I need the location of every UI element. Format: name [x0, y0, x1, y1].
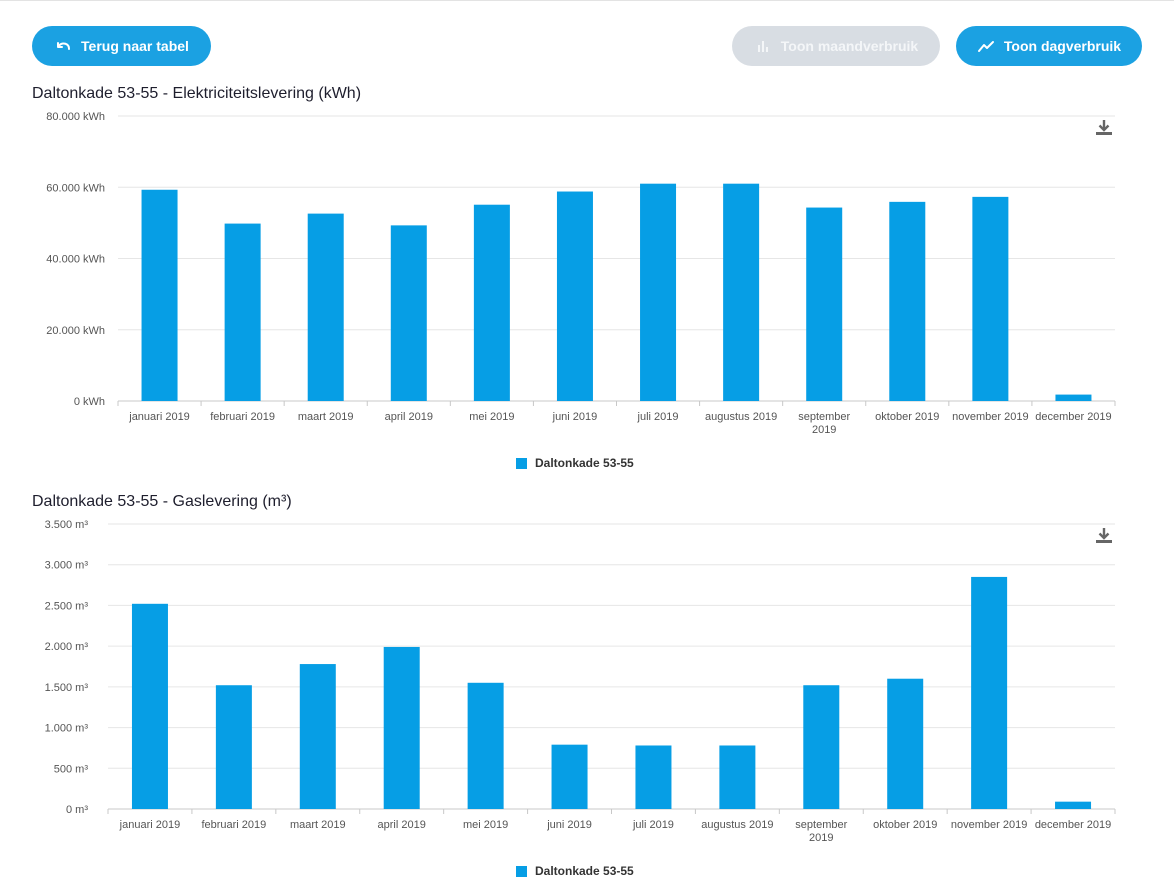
electricity-x-tick-label: maart 2019: [298, 411, 354, 423]
electricity-bar[interactable]: [1055, 394, 1092, 401]
electricity-bar[interactable]: [556, 191, 593, 401]
gas-x-tick-label: september 2019: [795, 819, 847, 844]
gas-bar[interactable]: [1055, 801, 1092, 809]
electricity-bar[interactable]: [889, 201, 926, 401]
top-divider: [0, 0, 1174, 1]
gas-legend-label: Daltonkade 53-55: [535, 864, 634, 878]
electricity-bar-chart: 0 kWh 20.000 kWh 40.000 kWh 60.000 kWh 80.00…: [46, 111, 1116, 436]
show-monthly-button[interactable]: Toon maandverbruik: [732, 26, 940, 66]
electricity-y-tick-label: 20.000 kWh: [46, 325, 105, 337]
gas-bar[interactable]: [131, 603, 168, 809]
gas-bar[interactable]: [215, 685, 252, 809]
gas-x-tick-label: april 2019: [378, 819, 426, 831]
electricity-x-tick-label: januari 2019: [128, 411, 190, 423]
electricity-x-tick-label: april 2019: [385, 411, 433, 423]
electricity-y-tick-label: 80.000 kWh: [46, 111, 105, 123]
show-monthly-label: Toon maandverbruik: [780, 38, 919, 54]
show-daily-label: Toon dagverbruik: [1003, 38, 1122, 54]
electricity-x-tick-label: november 2019: [952, 411, 1028, 423]
electricity-legend-label: Daltonkade 53-55: [535, 456, 634, 470]
show-daily-button[interactable]: Toon dagverbruik: [956, 26, 1142, 66]
gas-x-tick-label: januari 2019: [119, 819, 181, 831]
gas-y-tick-label: 2.500 m³: [45, 600, 89, 612]
electricity-bar[interactable]: [473, 204, 510, 401]
electricity-x-tick-label: mei 2019: [469, 411, 514, 423]
gas-x-tick-label: juli 2019: [632, 819, 674, 831]
electricity-bar[interactable]: [390, 225, 427, 401]
electricity-bar[interactable]: [723, 183, 760, 401]
electricity-bar[interactable]: [640, 183, 677, 401]
gas-y-tick-label: 1.000 m³: [45, 723, 89, 735]
electricity-bar[interactable]: [224, 223, 261, 401]
gas-y-tick-label: 0 m³: [66, 804, 88, 816]
gas-y-tick-label: 500 m³: [54, 763, 89, 775]
electricity-x-tick-label: juni 2019: [552, 411, 598, 423]
electricity-bar[interactable]: [307, 213, 344, 401]
gas-x-tick-label: november 2019: [951, 819, 1027, 831]
gas-bar[interactable]: [383, 646, 420, 809]
gas-x-tick-label: maart 2019: [290, 819, 346, 831]
bar-chart-icon: [757, 41, 768, 52]
back-to-table-button[interactable]: Terug naar tabel: [32, 26, 211, 66]
electricity-legend[interactable]: Daltonkade 53-55: [516, 456, 634, 470]
gas-y-tick-label: 1.500 m³: [45, 682, 89, 694]
gas-x-tick-label: december 2019: [1035, 819, 1111, 831]
undo-icon: [57, 42, 71, 50]
gas-bar[interactable]: [803, 685, 840, 809]
gas-bar[interactable]: [719, 745, 756, 809]
electricity-x-tick-label: september 2019: [798, 411, 850, 436]
gas-bar[interactable]: [299, 664, 336, 809]
gas-legend[interactable]: Daltonkade 53-55: [516, 864, 634, 878]
electricity-x-tick-label: augustus 2019: [705, 411, 777, 423]
gas-bar[interactable]: [887, 678, 924, 809]
gas-chart-title: Daltonkade 53-55 - Gaslevering (m³): [32, 493, 292, 510]
back-to-table-label: Terug naar tabel: [81, 38, 189, 54]
electricity-x-tick-label: februari 2019: [210, 411, 275, 423]
electricity-x-tick-label: december 2019: [1035, 411, 1111, 423]
electricity-y-tick-label: 0 kWh: [74, 396, 105, 408]
electricity-legend-swatch: [516, 457, 527, 469]
electricity-bar[interactable]: [972, 196, 1009, 401]
gas-x-tick-label: juni 2019: [546, 819, 592, 831]
gas-bar[interactable]: [467, 682, 504, 809]
gas-y-tick-label: 3.500 m³: [45, 519, 89, 531]
gas-x-tick-label: augustus 2019: [701, 819, 773, 831]
electricity-download-icon[interactable]: [1094, 118, 1114, 138]
gas-legend-swatch: [516, 865, 527, 877]
electricity-bar[interactable]: [806, 207, 843, 401]
gas-bar[interactable]: [551, 744, 588, 809]
gas-download-icon[interactable]: [1094, 526, 1114, 546]
gas-x-tick-label: februari 2019: [201, 819, 266, 831]
gas-bar[interactable]: [635, 745, 672, 809]
electricity-x-tick-label: juli 2019: [637, 411, 679, 423]
gas-y-tick-label: 2.000 m³: [45, 641, 89, 653]
gas-x-tick-label: oktober 2019: [873, 819, 937, 831]
electricity-x-tick-label: oktober 2019: [875, 411, 939, 423]
line-chart-icon: [977, 41, 994, 52]
electricity-bar[interactable]: [141, 189, 178, 401]
gas-y-tick-label: 3.000 m³: [45, 560, 89, 572]
gas-x-tick-label: mei 2019: [463, 819, 508, 831]
electricity-y-tick-label: 40.000 kWh: [46, 254, 105, 266]
electricity-chart-title: Daltonkade 53-55 - Elektriciteitsleverin…: [32, 85, 362, 102]
electricity-y-tick-label: 60.000 kWh: [46, 182, 105, 194]
gas-bar[interactable]: [971, 576, 1008, 809]
